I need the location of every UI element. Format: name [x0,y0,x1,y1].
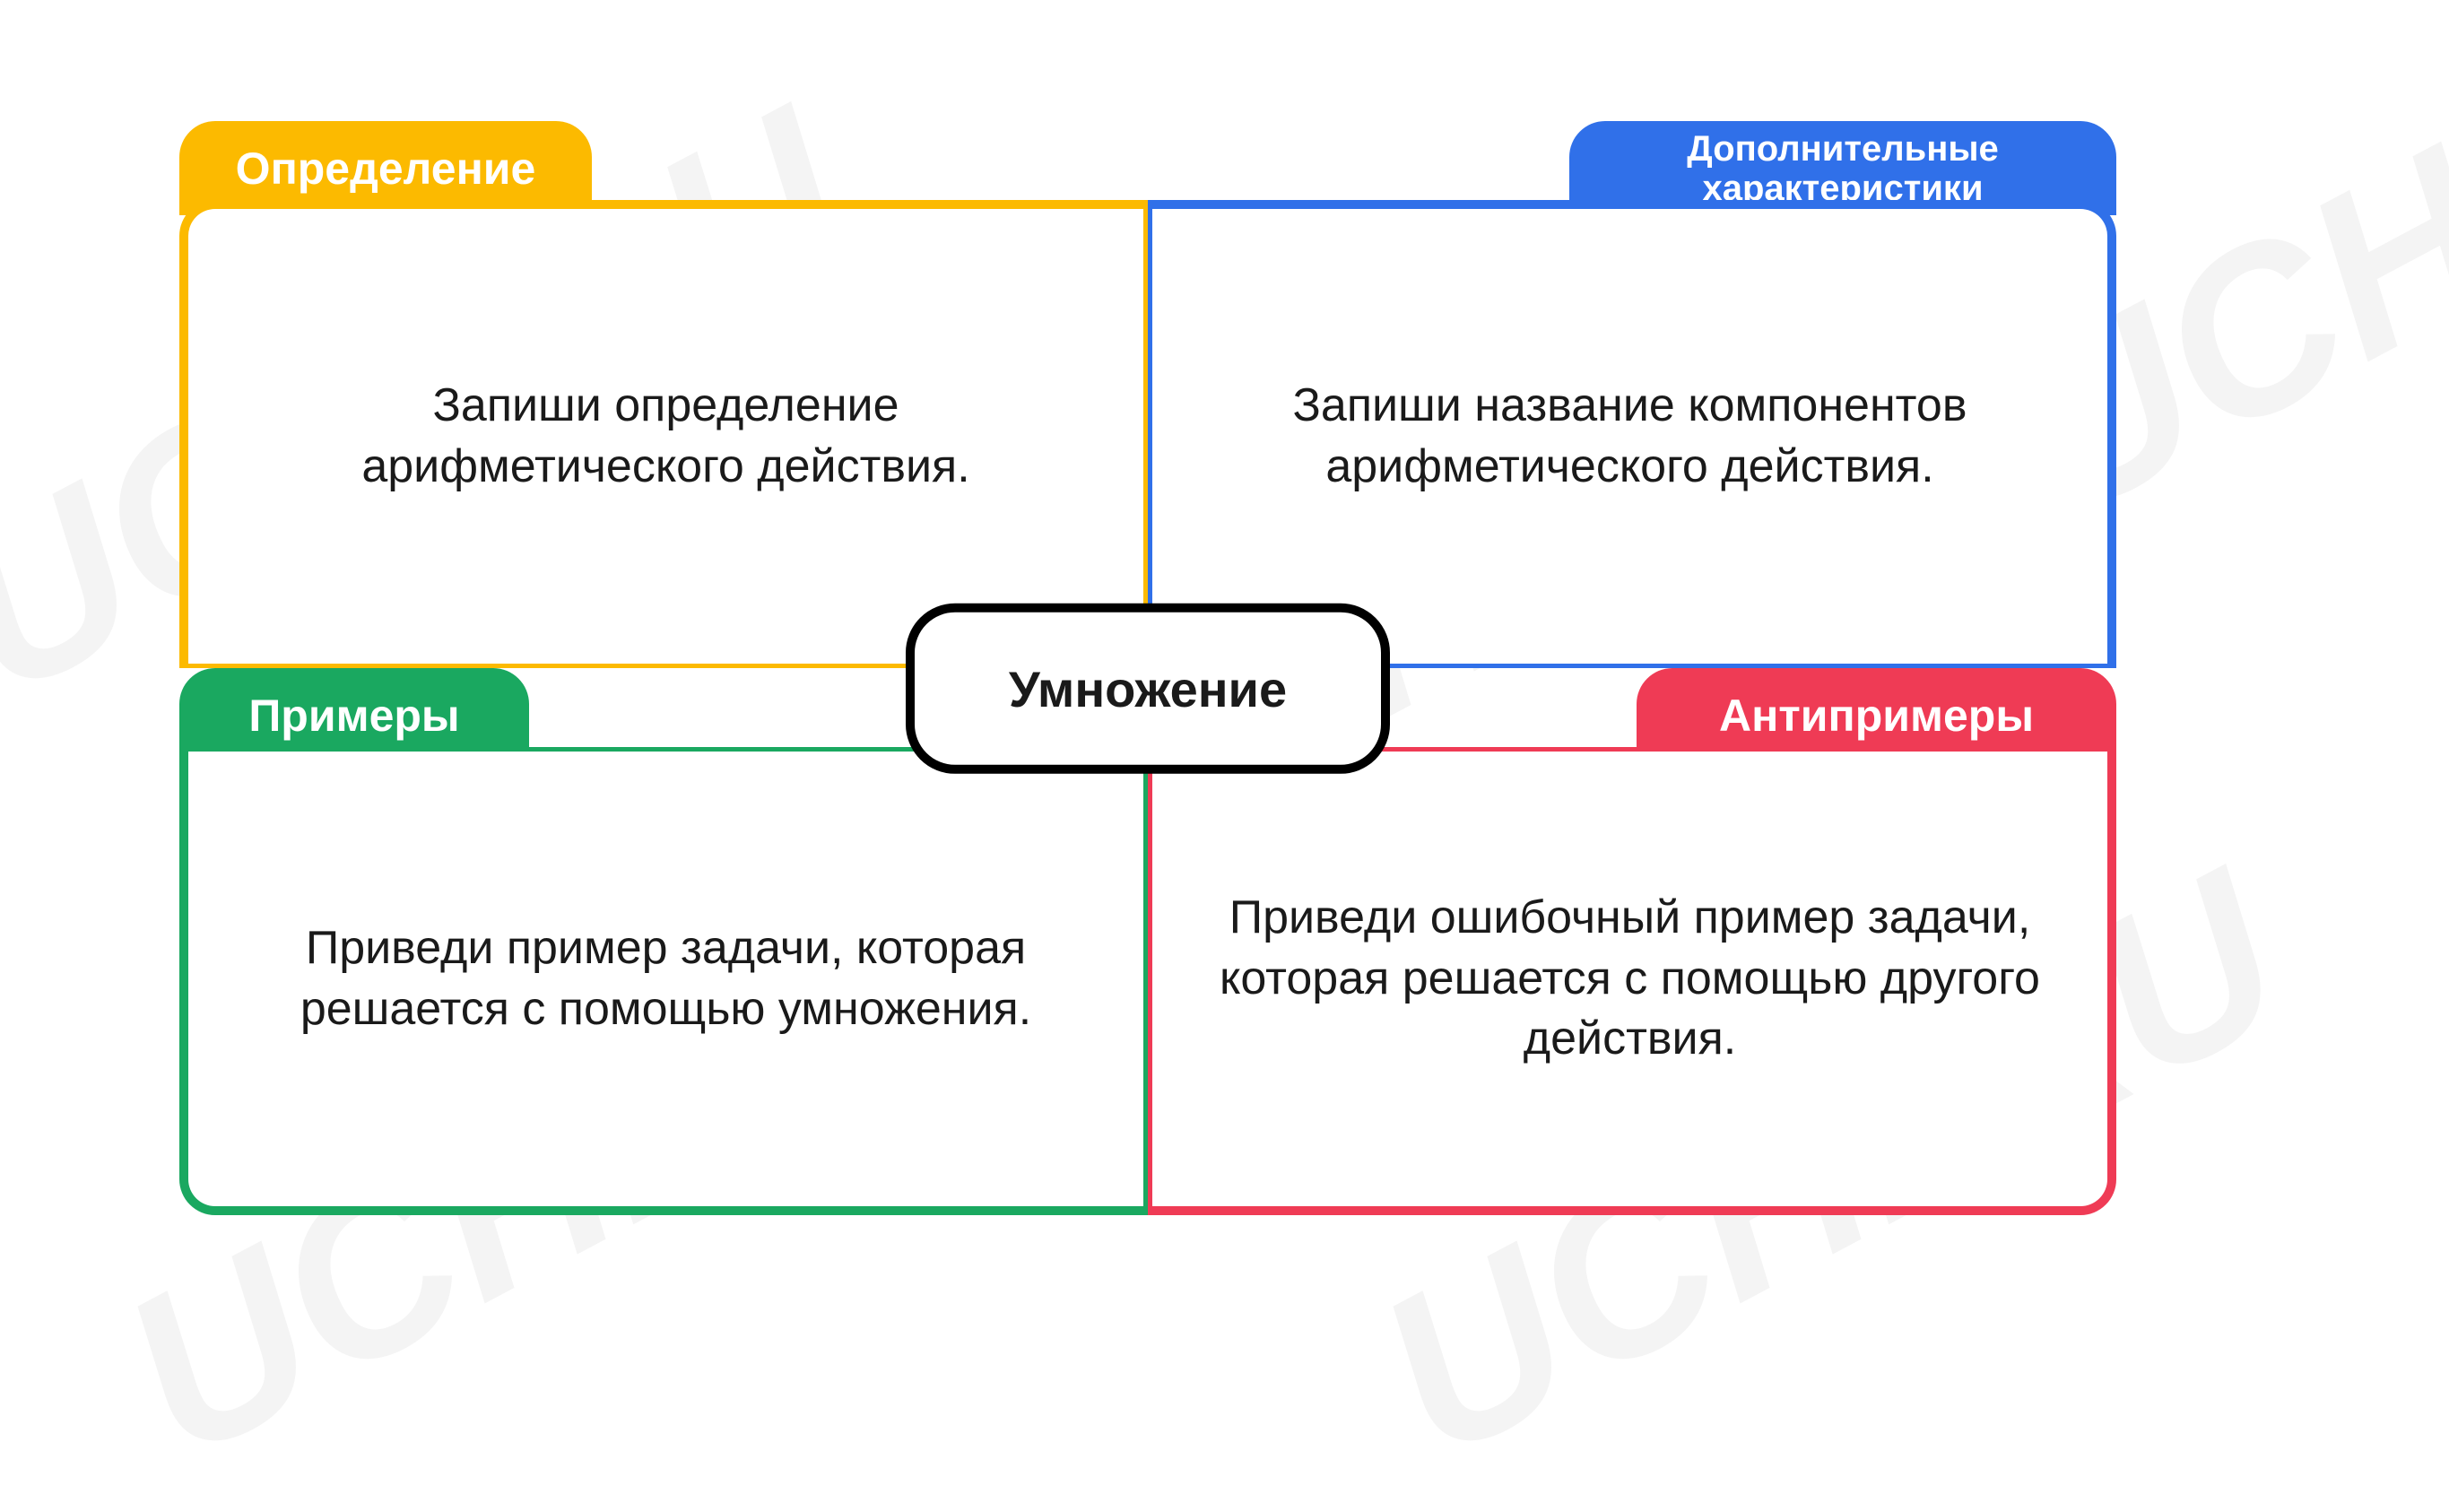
box-definition: Запиши определение арифметического дейст… [179,200,1148,668]
center-concept: Умножение [906,604,1390,774]
body-text: Приведи пример задачи, которая решается … [242,918,1090,1039]
tab-label: Примеры [248,690,459,742]
quadrant-definition: Определение Запиши определение арифметич… [179,121,1148,668]
body-text: Запиши название компонентов арифметическ… [1206,376,2054,497]
box-examples: Приведи пример задачи, которая решается … [179,747,1148,1215]
frayer-diagram: Определение Запиши определение арифметич… [179,121,2116,1215]
center-label-text: Умножение [1009,659,1287,717]
body-text: Запиши определение арифметического дейст… [242,376,1090,497]
tab-label: Определение [236,143,536,195]
body-text: Приведи ошибочный пример задачи, которая… [1206,888,2054,1070]
tab-label: Дополнительные характеристики [1605,129,2080,208]
quadrant-characteristics: Дополнительные характеристики Запиши наз… [1148,121,2116,668]
box-nonexamples: Приведи ошибочный пример задачи, которая… [1148,747,2116,1215]
tab-label: Антипримеры [1719,690,2034,742]
box-characteristics: Запиши название компонентов арифметическ… [1148,200,2116,668]
